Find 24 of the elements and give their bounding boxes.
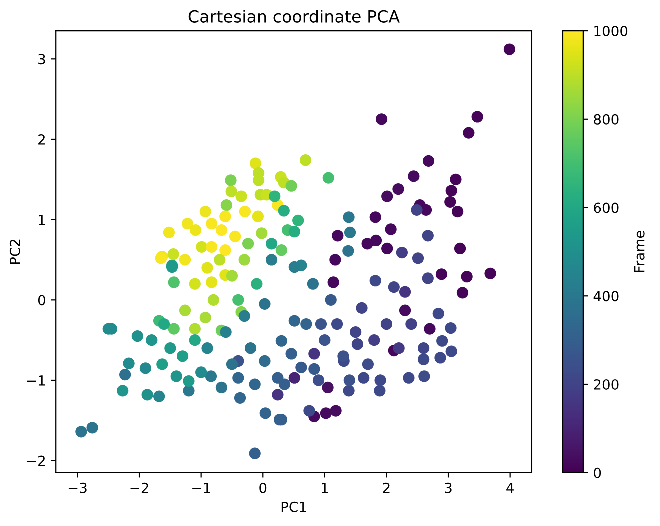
color-bar-label: 200 (594, 379, 619, 390)
y-axis-title: PC2 (10, 240, 20, 264)
color-bar-label: 800 (594, 114, 619, 125)
y-tick-label: 3 (38, 54, 46, 65)
color-bar-label: 0 (594, 468, 602, 478)
color-bar-title: Frame (634, 231, 645, 272)
x-axis-title: PC1 (282, 502, 306, 512)
color-bar-label: 400 (594, 291, 619, 302)
y-tick-label: 1 (39, 214, 46, 226)
x-tick-label: 1 (322, 483, 328, 494)
x-tick-label: 4 (506, 483, 514, 494)
x-tick-label: −2 (130, 482, 148, 494)
y-tick-label: −2 (27, 456, 45, 466)
color-bar-label: 600 (594, 202, 619, 214)
x-tick-label: 0 (260, 482, 267, 494)
x-tick-label: 2 (383, 482, 390, 494)
y-tick-label: 2 (38, 134, 45, 145)
x-tick-label: −1 (192, 483, 210, 494)
color-bar-label: 1000 (594, 26, 628, 37)
chart-title: Cartesian coordinate PCA (188, 10, 400, 23)
y-tick-label: −1 (27, 376, 46, 386)
x-tick-label: −3 (68, 482, 87, 494)
y-tick-label: 0 (38, 295, 46, 306)
x-tick-label: 3 (445, 482, 452, 494)
